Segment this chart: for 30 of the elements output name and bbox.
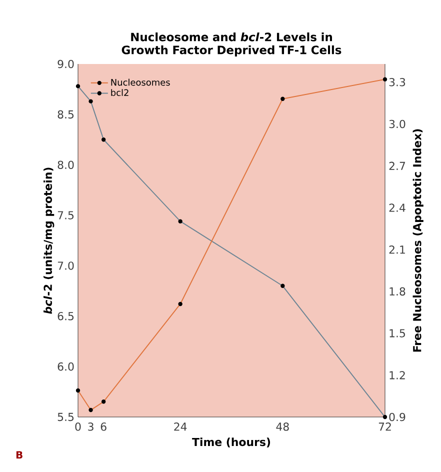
x-tick-label: 48 xyxy=(276,422,289,431)
x-tick-label: 72 xyxy=(378,422,391,431)
y2-tick-label: 2.1 xyxy=(389,246,405,254)
y-tick-label: 5.5 xyxy=(58,412,74,422)
x-tick-label: 24 xyxy=(174,422,187,431)
x-tick-label: 6 xyxy=(100,422,106,431)
y2-tick-label: 2.7 xyxy=(389,162,406,170)
y-axis-title: bcl-2 (units/mg protein) xyxy=(44,168,54,314)
y2-axis-title: Free Nucleosomes (Apoptotic Index) xyxy=(412,129,424,352)
x-axis-title: Time (hours) xyxy=(192,438,270,448)
legend-label: Nucleosomes xyxy=(111,78,170,86)
y-tick-label: 9.0 xyxy=(58,60,74,68)
y-tick-label: 8.0 xyxy=(58,160,74,169)
y-tick-label: 6.5 xyxy=(58,312,74,320)
y2-tick-label: 1.8 xyxy=(390,287,406,296)
y-tick-label: 8.5 xyxy=(58,110,74,119)
x-tick-label: 3 xyxy=(88,422,94,431)
text: B xyxy=(16,451,22,458)
legend-label: bcl2 xyxy=(111,89,128,96)
x-tick-label: 0 xyxy=(75,422,81,431)
y2-tick-label: 3.3 xyxy=(389,78,406,86)
y-tick-label: 7.0 xyxy=(58,262,74,270)
y2-tick-label: 1.2 xyxy=(390,371,405,380)
y-tick-label: 6.0 xyxy=(58,362,74,371)
chart-title: Nucleosome and bcl-2 Levels in Growth Factor Deprived TF-1 Cells xyxy=(122,32,342,56)
y2-tick-label: 0.9 xyxy=(389,412,406,422)
y2-tick-label: 3.0 xyxy=(389,120,406,128)
y-tick-label: 7.5 xyxy=(58,211,74,220)
y2-tick-label: 2.4 xyxy=(389,204,406,212)
y2-tick-label: 1.5 xyxy=(390,329,405,338)
